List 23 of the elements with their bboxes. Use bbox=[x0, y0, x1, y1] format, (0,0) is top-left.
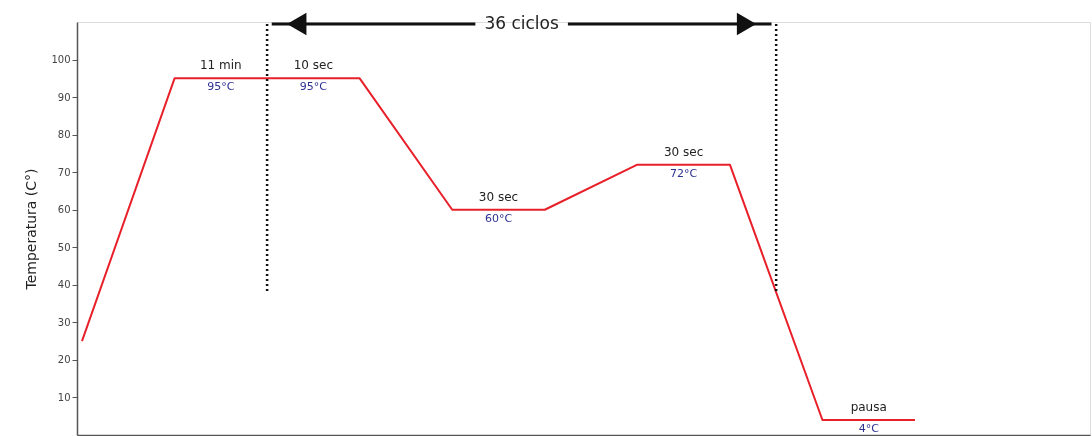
annotation: 36 ciclos bbox=[484, 13, 559, 33]
y-tick-label: 100 bbox=[51, 54, 71, 66]
line-series bbox=[81, 77, 916, 421]
y-axis-title: Temperatura (C°) bbox=[23, 168, 40, 291]
annotation: 10 sec bbox=[293, 58, 334, 73]
y-tick-label: 90 bbox=[57, 91, 71, 103]
annotation: pausa bbox=[850, 399, 887, 414]
y-tick-label: 80 bbox=[57, 129, 71, 141]
annotation: 11 min bbox=[199, 58, 242, 73]
y-tick-label: 70 bbox=[57, 166, 71, 178]
annotation: 4°C bbox=[858, 421, 880, 435]
annotation: 72°C bbox=[670, 166, 698, 180]
y-tick-label: 10 bbox=[57, 391, 71, 403]
annotation: 30 sec bbox=[663, 144, 704, 159]
annotation: 60°C bbox=[484, 211, 513, 225]
annotation: 30 sec bbox=[478, 189, 519, 204]
annotation: 95°C bbox=[207, 80, 235, 94]
y-tick-label: 50 bbox=[57, 241, 71, 253]
y-tick-label: 20 bbox=[57, 354, 71, 366]
annotation: 95°C bbox=[299, 80, 328, 94]
y-tick-label: 30 bbox=[57, 316, 71, 328]
y-tick-label: 60 bbox=[57, 204, 71, 216]
y-tick-label: 40 bbox=[57, 279, 71, 291]
